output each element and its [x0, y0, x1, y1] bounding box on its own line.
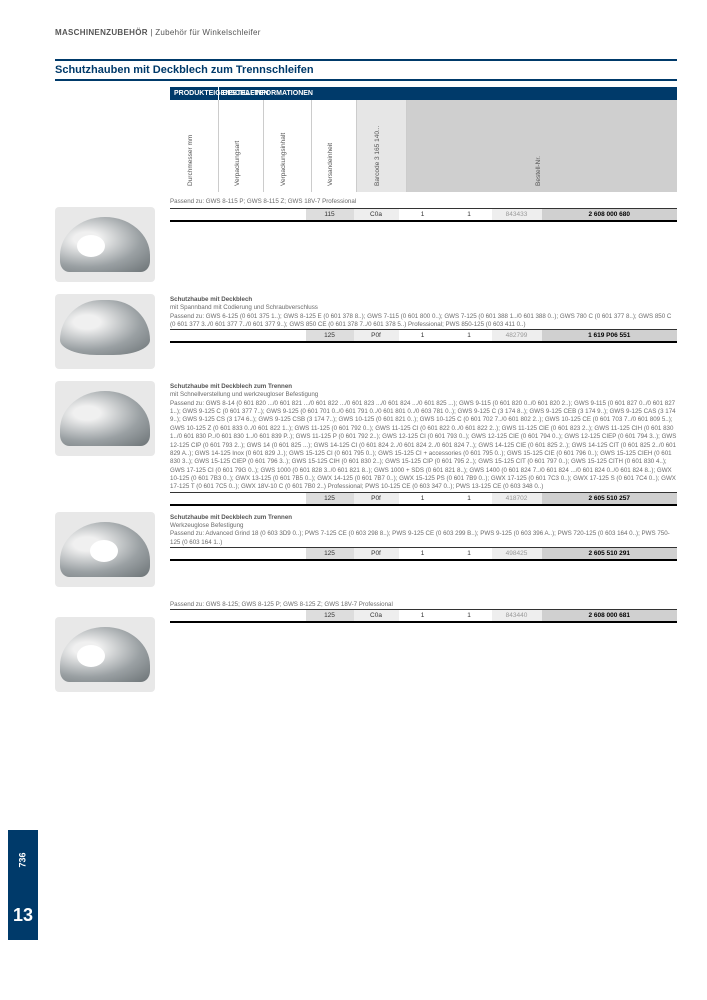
product-image: [55, 381, 155, 456]
cell-order: 2 605 510 257: [542, 493, 678, 504]
col-packtype: Verpackungsart: [218, 100, 263, 192]
cell-ship: 1: [447, 493, 492, 504]
product-image: [55, 617, 155, 692]
fit-text: Passend zu: GWS 8-14 (0 601 820 .../0 60…: [170, 400, 677, 492]
desc-sub: mit Spannband mit Codierung und Schraubv…: [170, 304, 677, 312]
breadcrumb-sub: Zubehör für Winkelschleifer: [155, 28, 260, 37]
cell-diameter: 125: [306, 330, 354, 341]
cell-pack: P0f: [354, 493, 399, 504]
cell-pack: C0a: [354, 610, 399, 621]
col-shipunit: Versandeinheit: [311, 100, 356, 192]
product-desc: Schutzhaube mit Deckblech zum Trennen We…: [170, 514, 677, 547]
cell-pack: P0f: [354, 330, 399, 341]
desc-sub: Werkzeuglose Befestigung: [170, 522, 677, 530]
product-block: Passend zu: GWS 8-115 P; GWS 8-115 Z; GW…: [170, 196, 677, 222]
product-desc: Passend zu: GWS 8-125; GWS 8-125 P; GWS …: [170, 601, 677, 609]
product-desc: Schutzhaube mit Deckblech mit Spannband …: [170, 296, 677, 329]
fit-text: Passend zu: GWS 8-125; GWS 8-125 P; GWS …: [170, 601, 677, 609]
cell-pack: P0f: [354, 548, 399, 559]
cell-diameter: 115: [306, 209, 354, 220]
product-image: [55, 512, 155, 587]
cell-qty: 1: [399, 610, 447, 621]
breadcrumb: MASCHINENZUBEHÖR | Zubehör für Winkelsch…: [55, 28, 677, 37]
cell-order: 2 605 510 291: [542, 548, 678, 559]
header-group-order: BESTELLINFORMATIONEN: [218, 87, 677, 100]
cell-barcode: 482799: [492, 330, 542, 341]
page-number-tab: 736: [8, 830, 38, 890]
spec-row: 125 C0a 1 1 843440 2 608 000 681: [170, 609, 677, 623]
desc-head: Schutzhaube mit Deckblech zum Trennen: [170, 514, 677, 522]
col-packqty: Verpackungsinhalt: [263, 100, 311, 192]
cell-ship: 1: [447, 548, 492, 559]
fit-text: Passend zu: GWS 8-115 P; GWS 8-115 Z; GW…: [170, 196, 677, 208]
col-barcode: Barcode 3 165 140...: [356, 100, 406, 192]
cell-diameter: 125: [306, 548, 354, 559]
section-title: Schutzhauben mit Deckblech zum Trennschl…: [55, 64, 677, 76]
chapter-tab: 13: [8, 890, 38, 940]
product-image: [55, 294, 155, 369]
fit-text: Passend zu: GWS 6-125 (0 601 375 1..); G…: [170, 313, 677, 330]
fit-text: Passend zu: Advanced Grind 18 (0 603 3D9…: [170, 530, 677, 547]
section-title-bar: Schutzhauben mit Deckblech zum Trennschl…: [55, 59, 677, 81]
cell-ship: 1: [447, 209, 492, 220]
cell-barcode: 843433: [492, 209, 542, 220]
desc-head: Schutzhaube mit Deckblech: [170, 296, 677, 304]
breadcrumb-cat: MASCHINENZUBEHÖR: [55, 28, 148, 37]
spec-row: 125 P0f 1 1 418702 2 605 510 257: [170, 492, 677, 506]
spec-row: 115 C0a 1 1 843433 2 608 000 680: [170, 208, 677, 222]
column-header-table: PRODUKTEIGENSCHAFTEN BESTELLINFORMATIONE…: [170, 87, 677, 192]
spec-row: 125 P0f 1 1 482799 1 619 P06 551: [170, 329, 677, 343]
product-desc: Schutzhaube mit Deckblech zum Trennen mi…: [170, 383, 677, 492]
header-group-product: PRODUKTEIGENSCHAFTEN: [170, 87, 218, 100]
spec-row: 125 P0f 1 1 498425 2 605 510 291: [170, 547, 677, 561]
cell-diameter: 125: [306, 493, 354, 504]
col-diameter: Durchmesser mm: [170, 100, 218, 192]
desc-head: Schutzhaube mit Deckblech zum Trennen: [170, 383, 677, 391]
product-image: [55, 207, 155, 282]
desc-sub: mit Schnellverstellung und werkzeugloser…: [170, 391, 677, 399]
cell-qty: 1: [399, 548, 447, 559]
cell-order: 1 619 P06 551: [542, 330, 678, 341]
chapter-number: 13: [13, 905, 33, 926]
cell-barcode: 418702: [492, 493, 542, 504]
cell-order: 2 608 000 681: [542, 610, 678, 621]
cell-ship: 1: [447, 610, 492, 621]
cell-qty: 1: [399, 209, 447, 220]
page-number: 736: [18, 852, 28, 867]
cell-order: 2 608 000 680: [542, 209, 678, 220]
cell-pack: C0a: [354, 209, 399, 220]
cell-barcode: 843440: [492, 610, 542, 621]
cell-barcode: 498425: [492, 548, 542, 559]
cell-qty: 1: [399, 493, 447, 504]
cell-ship: 1: [447, 330, 492, 341]
col-ordernum: Bestell-Nr.: [406, 100, 677, 192]
cell-diameter: 125: [306, 610, 354, 621]
cell-qty: 1: [399, 330, 447, 341]
